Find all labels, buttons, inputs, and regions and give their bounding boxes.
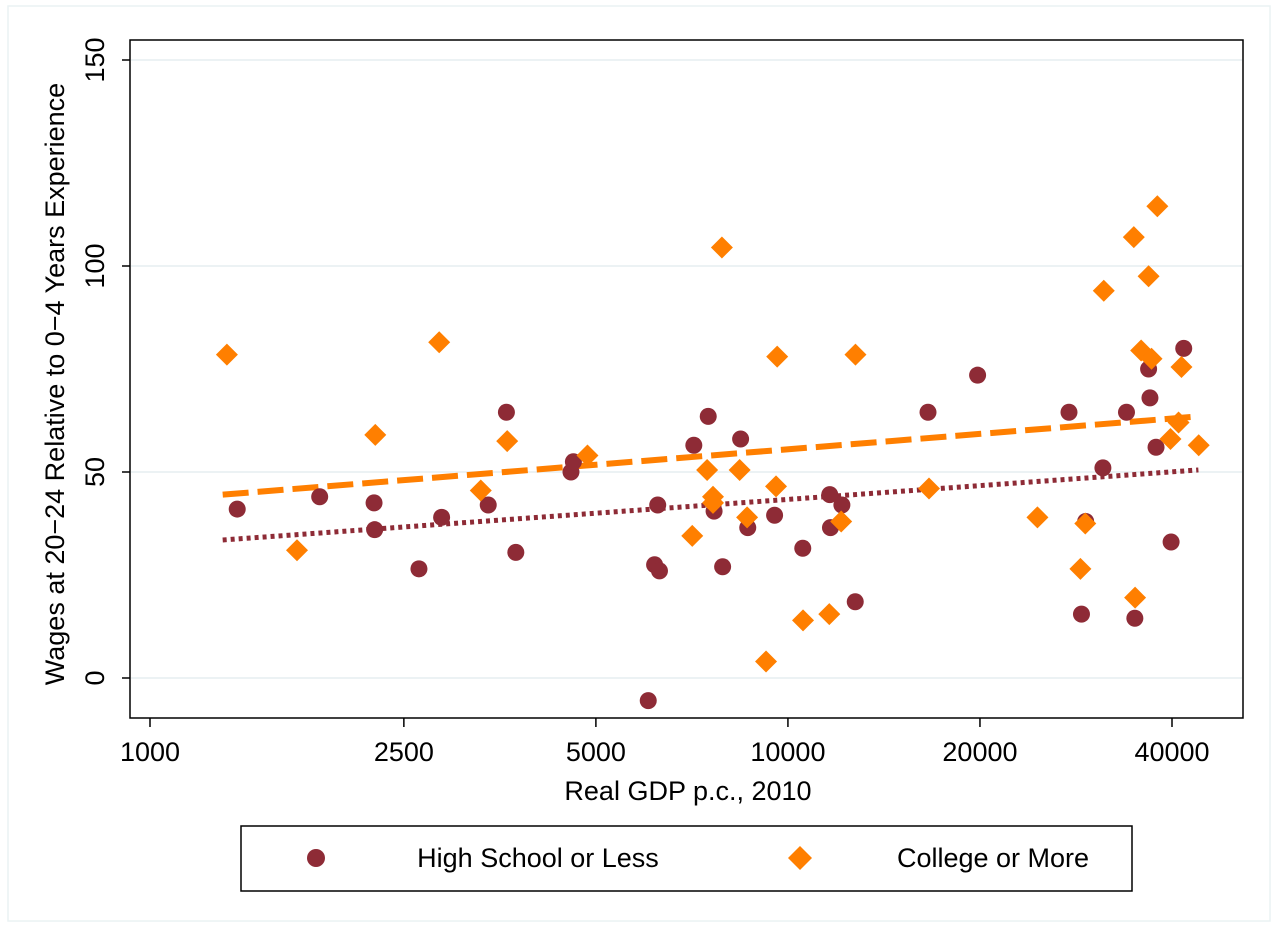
point-high-school-21	[766, 506, 784, 524]
legend-label-college: College or More	[897, 843, 1089, 873]
point-college-4	[469, 479, 492, 502]
point-high-school-36	[1141, 389, 1159, 407]
point-high-school-11	[639, 692, 657, 710]
point-high-school-25	[833, 496, 851, 514]
x-tick-label-1000: 1000	[120, 737, 180, 767]
point-college-13	[736, 506, 759, 529]
point-high-school-7	[497, 403, 515, 421]
point-high-school-23	[821, 486, 839, 504]
point-college-17	[792, 609, 815, 632]
legend-marker-college	[788, 846, 812, 870]
point-high-school-26	[846, 593, 864, 611]
point-college-33	[1167, 411, 1190, 434]
point-college-24	[1074, 512, 1097, 535]
point-college-22	[1026, 506, 1049, 529]
point-high-school-6	[479, 496, 497, 514]
point-high-school-33	[1117, 403, 1135, 421]
y-axis: 0 50 100 150	[80, 37, 130, 686]
point-college-18	[818, 603, 841, 626]
x-axis-title: Real GDP p.c., 2010	[564, 776, 811, 806]
x-tick-label-20000: 20000	[942, 737, 1017, 767]
point-high-school-14	[650, 562, 668, 580]
point-high-school-22	[794, 539, 812, 557]
y-tick-label-150: 150	[80, 37, 110, 82]
point-college-26	[1122, 226, 1145, 249]
point-college-32	[1159, 428, 1182, 451]
point-high-school-13	[649, 496, 667, 514]
data-points	[215, 195, 1210, 710]
plot-area	[129, 39, 1244, 719]
point-college-20	[844, 343, 867, 366]
point-high-school-38	[1162, 533, 1180, 551]
point-high-school-37	[1147, 438, 1165, 456]
point-college-6	[576, 444, 599, 467]
point-college-3	[428, 331, 451, 354]
point-high-school-28	[969, 366, 987, 384]
point-college-34	[1170, 355, 1193, 378]
legend-label-high-school: High School or Less	[417, 843, 659, 873]
point-college-2	[364, 423, 387, 446]
x-tick-label-2500: 2500	[374, 737, 434, 767]
point-college-0	[215, 343, 238, 366]
point-college-5	[496, 430, 519, 453]
point-college-30	[1140, 347, 1163, 370]
point-college-35	[1187, 434, 1210, 457]
point-high-school-3	[366, 521, 384, 539]
point-college-10	[701, 491, 724, 514]
point-high-school-2	[365, 494, 383, 512]
point-college-8	[696, 458, 719, 481]
gridlines	[131, 59, 1242, 679]
x-axis: 1000 2500 5000 10000 20000 40000	[120, 718, 1210, 767]
point-high-school-4	[410, 560, 428, 578]
point-college-15	[766, 345, 789, 368]
y-tick-label-50: 50	[80, 457, 110, 487]
point-high-school-34	[1126, 609, 1144, 627]
point-college-12	[728, 458, 751, 481]
x-tick-label-10000: 10000	[750, 737, 825, 767]
x-tick-label-40000: 40000	[1134, 737, 1209, 767]
point-college-19	[830, 510, 853, 533]
x-tick-label-5000: 5000	[566, 737, 626, 767]
legend-box	[240, 825, 1133, 892]
point-high-school-31	[1072, 605, 1090, 623]
point-high-school-27	[919, 403, 937, 421]
point-high-school-10	[564, 453, 582, 471]
point-high-school-16	[699, 407, 717, 425]
point-high-school-1	[311, 488, 329, 506]
point-college-29	[1137, 265, 1160, 288]
point-high-school-39	[1175, 339, 1193, 357]
point-high-school-29	[1060, 403, 1078, 421]
point-college-27	[1124, 586, 1147, 609]
point-high-school-8	[507, 543, 525, 561]
legend: High School or Less College or More	[240, 825, 1133, 892]
point-college-11	[710, 236, 733, 259]
point-high-school-15	[685, 436, 703, 454]
point-high-school-5	[433, 508, 451, 526]
y-tick-label-0: 0	[80, 670, 110, 685]
y-axis-title: Wages at 20−24 Relative to 0−4 Years Exp…	[40, 83, 70, 685]
point-college-1	[286, 539, 309, 562]
point-high-school-32	[1094, 459, 1112, 477]
point-high-school-18	[714, 558, 732, 576]
point-college-31	[1146, 195, 1169, 218]
point-college-7	[681, 524, 704, 547]
point-high-school-19	[732, 430, 750, 448]
point-college-14	[755, 650, 778, 673]
legend-marker-high-school	[307, 849, 325, 867]
point-high-school-0	[228, 500, 246, 518]
fit-line-college	[222, 413, 1199, 498]
point-college-16	[765, 475, 788, 498]
point-college-23	[1069, 557, 1092, 580]
point-college-21	[918, 477, 941, 500]
y-tick-label-100: 100	[80, 243, 110, 288]
point-college-25	[1092, 279, 1115, 302]
